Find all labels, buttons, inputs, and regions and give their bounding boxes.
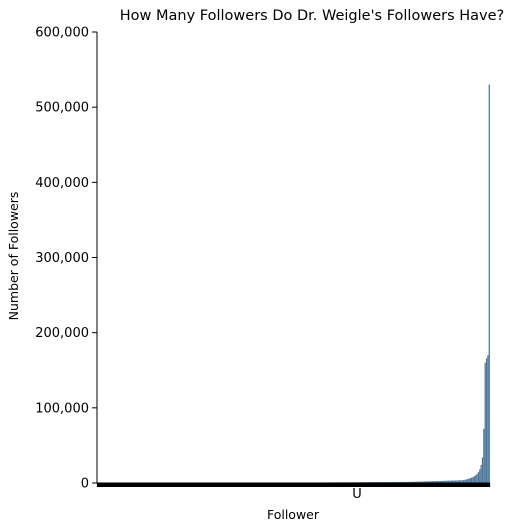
bar (434, 481, 436, 483)
y-axis-ticks: 0 100,000 200,000 300,000 400,000 500,000 600,… (35, 26, 97, 492)
bar (476, 473, 478, 483)
bar (477, 472, 480, 483)
bar (401, 481, 404, 483)
y-tick-label: 100,000 (35, 401, 89, 416)
bar (475, 475, 477, 483)
bar (460, 480, 462, 483)
bar (480, 464, 482, 483)
bar (426, 481, 428, 483)
bar (452, 480, 454, 483)
bar (468, 478, 470, 483)
bar (481, 457, 484, 483)
bar (399, 481, 401, 483)
bar (419, 481, 421, 483)
bar (462, 480, 465, 483)
bar (427, 481, 429, 483)
bar (422, 481, 424, 483)
bar (433, 481, 435, 483)
y-tick-label: 600,000 (35, 26, 89, 41)
bar (408, 481, 410, 483)
bar (412, 481, 415, 483)
bar (446, 480, 448, 483)
bar (442, 480, 444, 483)
bar (430, 481, 432, 483)
bar (485, 358, 488, 483)
bar (410, 481, 412, 483)
bar (395, 481, 397, 483)
bar (418, 481, 420, 483)
bar (472, 476, 474, 483)
bar (423, 481, 425, 483)
x-axis-ticks (96, 483, 491, 487)
bars-group (97, 84, 490, 483)
bar (420, 481, 423, 483)
bar (429, 481, 431, 483)
bar (441, 480, 443, 483)
y-tick-label: 0 (81, 477, 89, 492)
bar (453, 480, 455, 483)
bar (404, 481, 406, 483)
bar (437, 481, 439, 483)
bar (488, 84, 490, 483)
bar (487, 355, 489, 483)
y-axis-label: Number of Followers (6, 192, 21, 321)
bar (465, 479, 467, 483)
bar (466, 479, 469, 483)
x-tick-label-highlight: U (352, 487, 362, 502)
bar (443, 480, 446, 483)
bar (454, 480, 457, 483)
bar (400, 481, 402, 483)
bar (424, 481, 427, 483)
bar (407, 481, 409, 483)
y-tick-label: 300,000 (35, 251, 89, 266)
chart-title: How Many Followers Do Dr. Weigle's Follo… (120, 8, 504, 24)
x-axis-label: Follower (267, 507, 320, 522)
bar (461, 480, 463, 483)
bar (449, 480, 451, 483)
bar (416, 481, 419, 483)
bar (403, 481, 405, 483)
y-tick-label: 500,000 (35, 101, 89, 116)
bar (450, 480, 452, 483)
bar (471, 477, 473, 483)
bar (431, 481, 433, 483)
y-tick-label: 200,000 (35, 326, 89, 341)
bar (464, 479, 466, 483)
bar (483, 428, 485, 483)
bar (411, 481, 413, 483)
x-tick-band (97, 483, 490, 487)
bar (447, 480, 450, 483)
bar (469, 478, 471, 483)
bar (435, 481, 438, 483)
bar (458, 480, 461, 483)
bar (438, 480, 440, 483)
bar (456, 480, 458, 483)
bar (445, 480, 447, 483)
bar (457, 480, 459, 483)
bar (415, 481, 417, 483)
bar (396, 481, 398, 483)
bar (405, 481, 408, 483)
bar (414, 481, 416, 483)
bar (439, 480, 442, 483)
bar (484, 362, 486, 483)
bar (473, 476, 475, 483)
bar (479, 469, 481, 483)
bar (397, 481, 400, 483)
y-tick-label: 400,000 (35, 176, 89, 191)
